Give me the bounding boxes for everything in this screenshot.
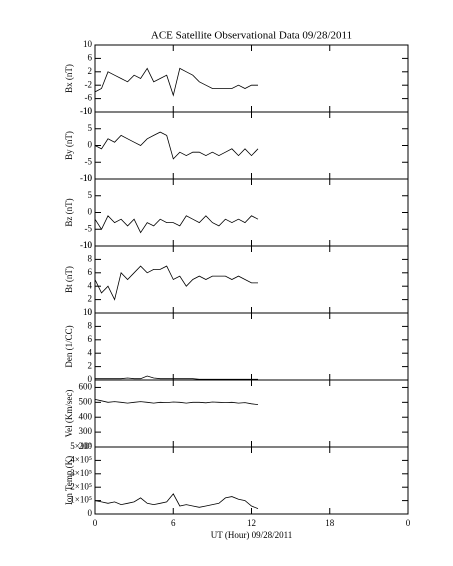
y-tick-label: 4×10⁵ bbox=[70, 454, 92, 464]
y-tick-label: 0 bbox=[88, 508, 93, 518]
y-tick-label: 0 bbox=[88, 307, 93, 317]
panel-frame bbox=[94, 44, 409, 113]
y-tick-label: -2 bbox=[85, 79, 93, 89]
y-tick-label: -5 bbox=[85, 156, 93, 166]
x-tick-label: 6 bbox=[171, 518, 176, 528]
panel-frame bbox=[94, 379, 409, 448]
y-tick-label: 2 bbox=[88, 361, 93, 371]
y-tick-label: -10 bbox=[80, 240, 92, 250]
data-line bbox=[95, 375, 258, 380]
y-tick-label: 5 bbox=[88, 123, 93, 133]
y-axis-label: By (nT) bbox=[64, 131, 74, 160]
y-axis-label: Ion Temp (K) bbox=[64, 456, 74, 505]
y-tick-label: 10 bbox=[83, 173, 93, 183]
x-tick-label: 0 bbox=[93, 518, 98, 528]
y-tick-label: 5 bbox=[88, 190, 93, 200]
y-tick-label: 0 bbox=[88, 207, 93, 217]
data-line bbox=[94, 493, 259, 509]
y-tick-label: 200 bbox=[79, 441, 93, 451]
data-line bbox=[94, 215, 259, 234]
y-axis-label: Bt (nT) bbox=[64, 266, 74, 293]
y-axis-label: Den (1/CC) bbox=[64, 325, 74, 367]
chart-title: ACE Satellite Observational Data 09/28/2… bbox=[151, 30, 352, 42]
y-tick-label: -10 bbox=[80, 106, 92, 116]
y-tick-label: 600 bbox=[79, 382, 93, 392]
y-tick-label: 2 bbox=[88, 66, 93, 76]
y-tick-label: 10 bbox=[83, 307, 93, 317]
y-tick-label: 400 bbox=[79, 411, 93, 421]
y-tick-label: 2 bbox=[88, 294, 93, 304]
panel-frame bbox=[94, 446, 409, 515]
x-tick-label: 0 bbox=[406, 518, 411, 528]
x-axis-label: UT (Hour) 09/28/2011 bbox=[211, 530, 293, 540]
y-tick-label: 0 bbox=[88, 140, 93, 150]
y-tick-label: -5 bbox=[85, 223, 93, 233]
x-tick-label: 18 bbox=[325, 518, 335, 528]
y-tick-label: 6 bbox=[88, 334, 93, 344]
data-line bbox=[94, 131, 259, 160]
y-tick-label: 10 bbox=[83, 240, 93, 250]
y-tick-label: 5×10⁵ bbox=[70, 441, 92, 451]
y-tick-label: 6 bbox=[88, 52, 93, 62]
panel-frame bbox=[94, 178, 409, 247]
y-axis-label: Vel (Km/sec) bbox=[64, 390, 74, 438]
y-tick-label: 500 bbox=[79, 396, 93, 406]
panel-frame bbox=[94, 312, 409, 381]
y-axis-label: Bx (nT) bbox=[64, 64, 74, 93]
y-tick-label: 6 bbox=[88, 267, 93, 277]
y-tick-label: 0 bbox=[88, 374, 93, 384]
y-tick-label: 2×10⁵ bbox=[70, 481, 92, 491]
y-axis-label: Bz (nT) bbox=[64, 198, 74, 226]
data-line bbox=[94, 67, 258, 97]
x-tick-label: 12 bbox=[247, 518, 256, 528]
y-tick-label: 8 bbox=[88, 320, 93, 330]
y-tick-label: -6 bbox=[85, 93, 93, 103]
y-tick-label: 3×10⁵ bbox=[70, 468, 92, 478]
panel-frame bbox=[94, 111, 409, 180]
y-tick-label: 4 bbox=[88, 347, 93, 357]
y-tick-label: 4 bbox=[88, 280, 93, 290]
data-line bbox=[94, 265, 258, 301]
y-tick-label: 8 bbox=[88, 253, 93, 263]
y-tick-label: 10 bbox=[83, 39, 93, 49]
y-tick-label: 1×10⁵ bbox=[70, 495, 92, 505]
y-tick-label: -10 bbox=[80, 173, 92, 183]
panel-frame bbox=[94, 245, 409, 314]
y-tick-label: 10 bbox=[83, 106, 93, 116]
y-tick-label: 300 bbox=[79, 426, 93, 436]
data-line bbox=[94, 399, 259, 405]
